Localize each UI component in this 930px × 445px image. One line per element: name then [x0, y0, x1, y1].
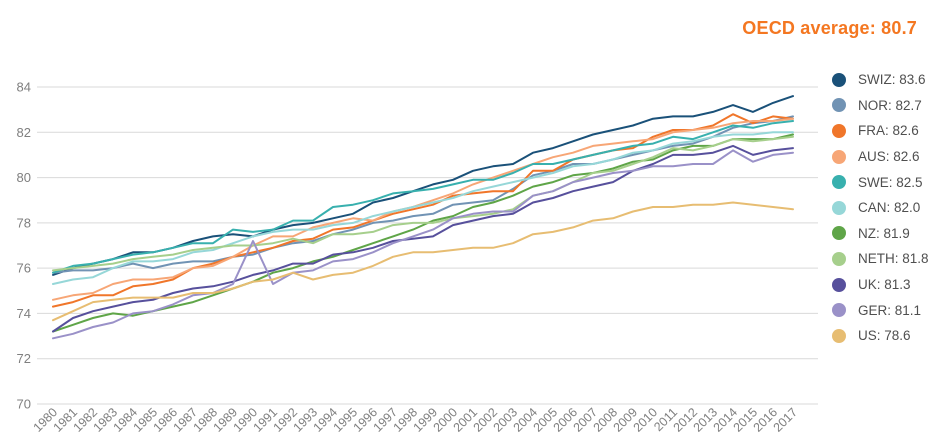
series-line-swe	[52, 120, 794, 274]
legend-item-ger: GER: 81.1	[832, 297, 929, 323]
series-line-fra	[52, 113, 794, 308]
y-tick-label-72: 72	[17, 351, 31, 366]
x-tick-label-2017: 2017	[771, 405, 801, 435]
legend-label-us: US: 78.6	[858, 328, 911, 344]
y-axis-labels: 70 72 74 76 78 80 82 84	[17, 80, 31, 412]
legend-item-fra: FRA: 82.6	[832, 118, 929, 144]
x-axis-labels: 1980198119821983198419851986198719881989…	[31, 405, 801, 435]
legend-dot-swe	[832, 175, 846, 190]
legend-item-nor: NOR: 82.7	[832, 93, 929, 119]
legend-dot-aus	[832, 149, 846, 164]
series-line-neth	[52, 135, 794, 272]
legend-item-nz: NZ: 81.9	[832, 221, 929, 247]
legend-item-neth: NETH: 81.8	[832, 246, 929, 272]
legend-label-fra: FRA: 82.6	[858, 123, 919, 139]
legend-dot-ger	[832, 303, 846, 318]
y-tick-label-70: 70	[17, 397, 31, 412]
series-line-uk	[52, 144, 794, 333]
y-tick-label-78: 78	[17, 215, 31, 230]
gridlines	[37, 86, 818, 405]
legend-dot-nz	[832, 226, 846, 241]
legend-dot-can	[832, 200, 846, 215]
y-tick-label-82: 82	[17, 125, 31, 140]
series-line-nor	[52, 115, 794, 274]
chart-title: OECD average: 80.7	[742, 18, 917, 38]
legend-dot-swiz	[832, 72, 846, 87]
legend-label-swiz: SWIZ: 83.6	[858, 72, 926, 88]
legend-item-swiz: SWIZ: 83.6	[832, 67, 929, 93]
legend-dot-us	[832, 328, 846, 343]
series-line-can	[52, 131, 794, 285]
legend-label-uk: UK: 81.3	[858, 277, 911, 293]
legend-dot-nor	[832, 98, 846, 113]
y-tick-label-76: 76	[17, 261, 31, 276]
legend-label-nz: NZ: 81.9	[858, 225, 910, 241]
legend-label-neth: NETH: 81.8	[858, 251, 929, 267]
legend-label-aus: AUS: 82.6	[858, 149, 920, 165]
series-line-ger	[52, 149, 794, 340]
series-line-aus	[52, 117, 794, 301]
series-lines	[52, 95, 794, 340]
y-tick-label-74: 74	[17, 306, 31, 321]
legend-item-can: CAN: 82.0	[832, 195, 929, 221]
legend-label-can: CAN: 82.0	[858, 200, 921, 216]
series-line-nz	[52, 133, 794, 333]
series-line-swiz	[52, 95, 794, 276]
y-tick-label-84: 84	[17, 80, 31, 95]
legend-dot-uk	[832, 277, 846, 292]
legend-dot-neth	[832, 251, 846, 266]
legend-label-ger: GER: 81.1	[858, 302, 922, 318]
legend-label-nor: NOR: 82.7	[858, 97, 922, 113]
legend-item-uk: UK: 81.3	[832, 272, 929, 298]
legend-item-swe: SWE: 82.5	[832, 169, 929, 195]
chart-legend: SWIZ: 83.6 NOR: 82.7 FRA: 82.6 AUS: 82.6 SWE…	[832, 67, 929, 349]
legend-item-aus: AUS: 82.6	[832, 144, 929, 170]
y-tick-label-80: 80	[17, 170, 31, 185]
legend-label-swe: SWE: 82.5	[858, 174, 923, 190]
legend-item-us: US: 78.6	[832, 323, 929, 349]
series-line-us	[52, 201, 794, 322]
legend-dot-fra	[832, 123, 846, 138]
